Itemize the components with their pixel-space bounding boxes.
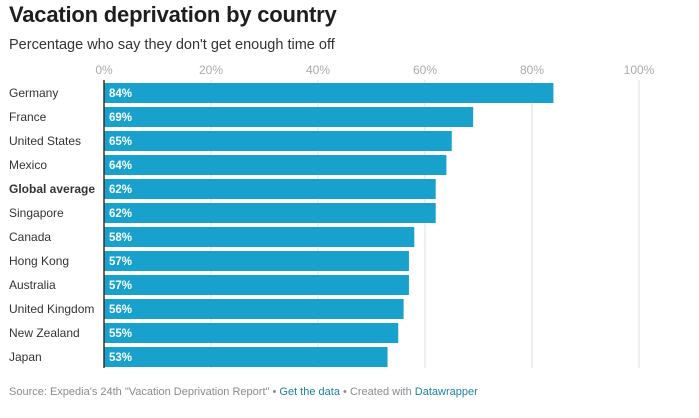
bar-value-label: 56% <box>109 304 132 316</box>
x-tick-label: 60% <box>413 63 437 77</box>
footer-separator: • <box>343 386 347 398</box>
x-tick-label: 0% <box>95 63 113 77</box>
category-label: Hong Kong <box>9 254 69 268</box>
bar-value-label: 53% <box>109 352 132 364</box>
bar <box>104 203 436 223</box>
bar-value-label: 57% <box>109 256 132 268</box>
bar <box>104 155 447 175</box>
category-label: New Zealand <box>9 326 80 340</box>
bar <box>104 347 388 367</box>
bar-value-label: 58% <box>109 232 132 244</box>
chart-subtitle: Percentage who say they don't get enough… <box>9 37 335 53</box>
category-label: United States <box>9 134 81 148</box>
category-label: Australia <box>9 278 56 292</box>
bar-value-label: 69% <box>109 112 132 124</box>
bar <box>104 131 452 151</box>
created-with-text: Created with <box>349 386 412 398</box>
bar-value-label: 65% <box>109 136 132 148</box>
bar-value-label: 62% <box>109 208 132 220</box>
bar <box>104 179 436 199</box>
bar <box>104 275 409 295</box>
chart-title: Vacation deprivation by country <box>9 2 337 27</box>
x-tick-label: 100% <box>624 63 655 77</box>
category-label: France <box>9 110 47 124</box>
category-label: Global average <box>9 182 95 196</box>
category-label: Mexico <box>9 158 47 172</box>
bar-value-label: 84% <box>109 88 132 100</box>
bar <box>104 251 409 271</box>
get-the-data-link[interactable]: Get the data <box>279 386 340 398</box>
datawrapper-link[interactable]: Datawrapper <box>414 386 478 398</box>
bar-value-label: 57% <box>109 280 132 292</box>
bar <box>104 107 474 127</box>
category-label: Japan <box>9 350 42 364</box>
bar-value-label: 64% <box>109 160 132 172</box>
source-note: Source: Expedia's 24th "Vacation Depriva… <box>9 386 270 398</box>
category-label: Germany <box>9 86 58 100</box>
bar-value-label: 62% <box>109 184 132 196</box>
bar <box>104 299 404 319</box>
bar <box>104 227 415 247</box>
category-label: Singapore <box>9 206 64 220</box>
x-tick-label: 80% <box>520 63 544 77</box>
bar <box>104 83 554 103</box>
footer-separator: • <box>272 386 277 398</box>
bar <box>104 323 399 343</box>
footer: Source: Expedia's 24th "Vacation Depriva… <box>9 386 478 398</box>
category-label: Canada <box>9 230 51 244</box>
bar-value-label: 55% <box>109 328 132 340</box>
category-label: United Kingdom <box>9 302 94 316</box>
x-tick-label: 20% <box>199 63 223 77</box>
x-tick-label: 40% <box>306 63 330 77</box>
bar-chart: 0% 20% 40% 60% 80% 100% Germany 84% France 69% Uni… <box>9 63 655 368</box>
